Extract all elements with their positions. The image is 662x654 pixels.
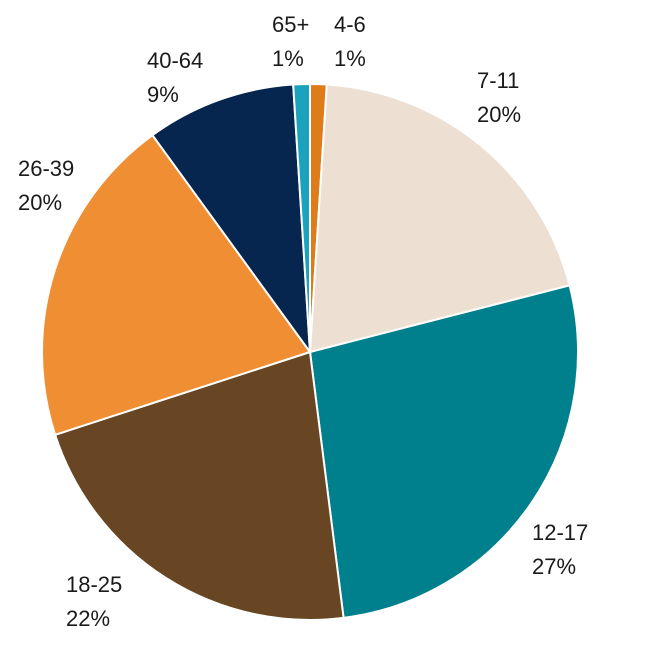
label-40-64: 40-64 9% — [147, 48, 209, 107]
pie-slices — [41, 82, 579, 621]
label-4-6-pct: 1% — [334, 46, 366, 71]
label-40-64-name: 40-64 — [147, 48, 203, 73]
label-65-plus-name: 65+ — [272, 12, 309, 37]
label-7-11-name: 7-11 — [477, 68, 519, 93]
label-12-17-name: 12-17 — [532, 520, 588, 545]
label-18-25: 18-25 22% — [66, 572, 128, 631]
label-18-25-pct: 22% — [66, 606, 110, 631]
label-65-plus: 65+ 1% — [272, 12, 315, 71]
label-12-17-pct: 27% — [532, 554, 576, 579]
label-40-64-pct: 9% — [147, 82, 179, 107]
label-26-39-pct: 20% — [18, 190, 62, 215]
slice-26-39 — [41, 133, 312, 437]
label-18-25-name: 18-25 — [66, 572, 122, 597]
slice-40-64 — [151, 83, 312, 356]
slice-12-17 — [308, 284, 579, 620]
label-4-6: 4-6 1% — [334, 12, 372, 71]
label-7-11: 7-11 20% — [477, 68, 526, 127]
label-7-11-pct: 20% — [477, 102, 521, 127]
label-26-39: 26-39 20% — [18, 156, 80, 215]
slice-18-25 — [53, 350, 345, 621]
label-65-plus-pct: 1% — [272, 46, 304, 71]
label-26-39-name: 26-39 — [18, 156, 74, 181]
label-12-17: 12-17 27% — [532, 520, 594, 579]
label-4-6-name: 4-6 — [334, 12, 366, 37]
slice-7-11 — [308, 83, 571, 354]
slice-65-plus — [292, 82, 311, 353]
